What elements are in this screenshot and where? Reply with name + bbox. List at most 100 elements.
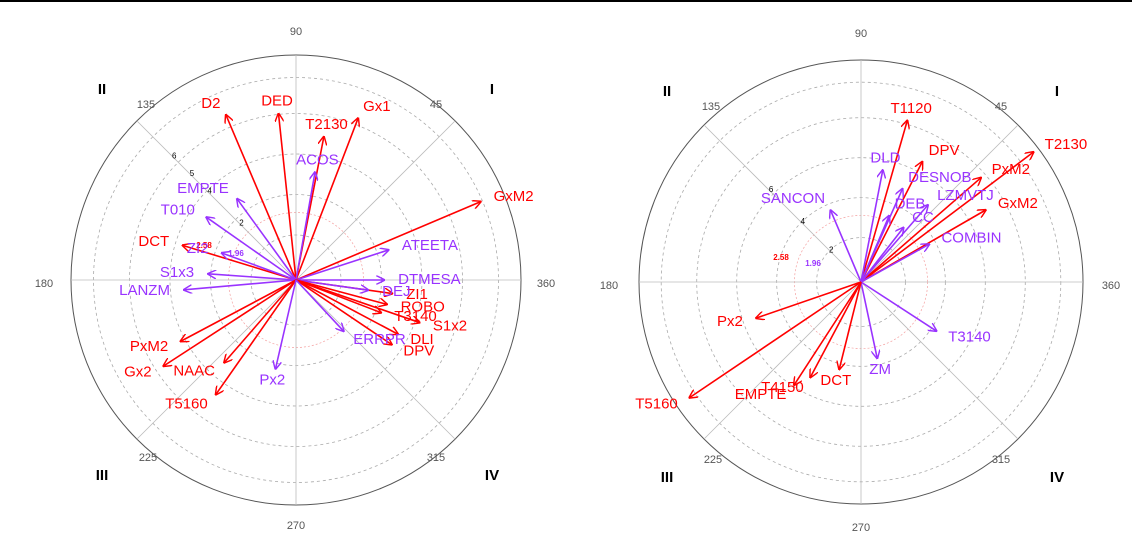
vector-empte	[794, 281, 862, 385]
top-rule	[0, 0, 1132, 2]
spoke	[703, 281, 862, 440]
vector-label-t3140: T3140	[948, 329, 991, 346]
angle-label-180: 180	[600, 280, 618, 292]
angle-label-225: 225	[139, 452, 157, 464]
vector-dld	[860, 170, 883, 283]
vector-label-dct: DCT	[820, 372, 851, 389]
vector-px2	[275, 279, 297, 369]
vector-d2	[226, 115, 297, 281]
vector-label-dpv: DPV	[403, 342, 434, 359]
vector-label-dct: DCT	[138, 233, 169, 250]
angle-label-270: 270	[852, 522, 870, 534]
quadrant-label-I: I	[1055, 83, 1059, 100]
vector-errpr	[295, 279, 344, 331]
vector-label-gx2: Gx2	[124, 364, 152, 381]
vector-label-pxm2: PxM2	[992, 161, 1030, 178]
vector-dli	[295, 279, 398, 334]
angle-label-180: 180	[35, 278, 53, 290]
critical-value-label: 1.96	[805, 259, 821, 268]
vector-label-lzmvtj: LZMVTJ	[937, 187, 994, 204]
radial-tick-6: 6	[172, 151, 177, 160]
spoke	[703, 124, 862, 283]
vector-label-t5160: T5160	[635, 395, 678, 412]
vector-label-t2130: T2130	[305, 116, 348, 133]
vector-label-d2: D2	[201, 95, 220, 112]
vector-t3140	[860, 281, 936, 331]
vector-s1x3	[208, 274, 297, 281]
angle-label-360: 360	[537, 278, 555, 290]
vector-label-s1x3: S1x3	[160, 264, 194, 281]
angle-label-360: 360	[1102, 280, 1120, 292]
vector-label-px2: Px2	[259, 372, 285, 389]
vector-label-t010: T010	[161, 201, 195, 218]
quadrant-label-III: III	[661, 469, 674, 486]
vector-label-acos: ACOS	[296, 151, 339, 168]
vector-robo	[295, 279, 387, 304]
vector-t010	[206, 217, 297, 281]
vector-label-gxm2: GxM2	[998, 195, 1038, 212]
vector-label-dld: DLD	[870, 149, 900, 166]
quadrant-label-IV: IV	[1050, 469, 1064, 486]
vector-label-t3140: T3140	[394, 308, 437, 325]
vector-label-pxm2: PxM2	[130, 338, 168, 355]
vector-label-t5160: T5160	[165, 395, 208, 412]
angle-label-90: 90	[855, 28, 867, 40]
angle-label-315: 315	[992, 454, 1010, 466]
quadrant-label-IV: IV	[485, 467, 499, 484]
vector-lzmvtj	[860, 205, 928, 283]
vector-combin	[860, 244, 929, 283]
radial-tick-4: 4	[801, 217, 806, 226]
vector-label-px2: Px2	[717, 313, 743, 330]
quadrant-label-I: I	[490, 81, 494, 98]
vector-dct	[183, 245, 297, 281]
vector-label-empte: EMPTE	[735, 386, 787, 403]
vector-label-t1120: T1120	[890, 100, 931, 117]
quadrant-label-III: III	[96, 467, 109, 484]
vector-label-ded: DED	[261, 93, 293, 110]
vector-label-desnob: DESNOB	[908, 169, 971, 186]
angle-label-90: 90	[290, 26, 302, 38]
vector-t2130	[860, 152, 1034, 283]
vector-label-empte: EMPTE	[177, 180, 229, 197]
vector-gx1	[295, 118, 358, 281]
spoke	[295, 120, 456, 281]
vector-dct	[839, 281, 862, 369]
critical-value-label: 2.58	[196, 241, 212, 250]
vector-label-zi1: ZI1	[406, 286, 428, 303]
vector-label-deb: DEB	[895, 196, 926, 213]
vector-dpv	[295, 279, 392, 345]
vector-t3140	[295, 279, 381, 313]
vector-t5160	[216, 279, 297, 395]
vector-zm	[860, 281, 877, 358]
vector-empte	[237, 199, 297, 281]
critical-value-label: 1.96	[228, 249, 244, 258]
vector-zi2	[222, 253, 297, 281]
vector-ateeta	[295, 250, 389, 281]
vector-label-errpr: ERRPR	[353, 331, 406, 348]
vector-deb	[860, 216, 889, 283]
angle-label-225: 225	[704, 454, 722, 466]
vector-dpv	[860, 162, 922, 283]
radial-tick-2: 2	[829, 245, 834, 254]
angle-label-135: 135	[702, 101, 720, 113]
vector-label-t2130: T2130	[1045, 136, 1088, 153]
vector-label-sancon: SANCON	[761, 190, 825, 207]
vector-ded	[279, 114, 297, 281]
angle-label-270: 270	[287, 520, 305, 532]
vector-px2	[756, 281, 862, 318]
vector-label-zm: ZM	[869, 361, 891, 378]
angle-label-45: 45	[995, 101, 1007, 113]
critical-value-label: 2.58	[773, 253, 789, 262]
spoke	[860, 124, 1019, 283]
angle-label-135: 135	[137, 99, 155, 111]
radial-tick-2: 2	[239, 219, 244, 228]
spoke	[295, 279, 456, 440]
vector-label-naac: NAAC	[173, 363, 215, 380]
radial-tick-5: 5	[190, 169, 195, 178]
angle-label-45: 45	[430, 99, 442, 111]
vector-label-dej: DEJ	[382, 283, 410, 300]
vector-label-robo: ROBO	[401, 298, 445, 315]
